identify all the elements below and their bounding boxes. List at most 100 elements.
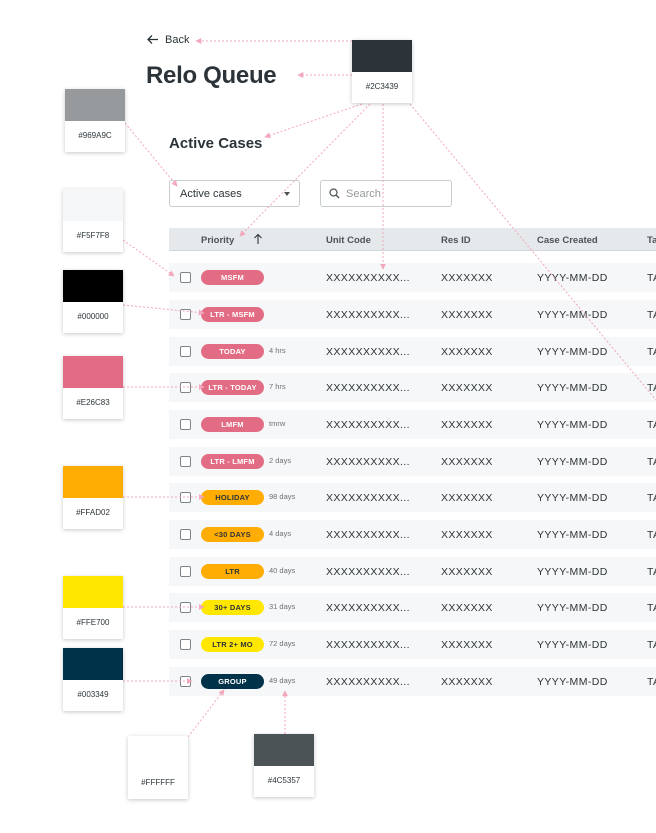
search-box[interactable] <box>320 180 452 207</box>
section-title: Active Cases <box>169 135 263 152</box>
case-created-cell: YYYY-MM-DD <box>537 492 608 504</box>
res-id-cell: XXXXXXX <box>441 602 493 614</box>
priority-badge: LTR 2+ MO <box>201 637 264 652</box>
res-id-cell: XXXXXXX <box>441 382 493 394</box>
res-id-cell: XXXXXXX <box>441 492 493 504</box>
truncated-cell: TA <box>647 419 656 431</box>
row-checkbox[interactable] <box>180 456 191 467</box>
res-id-cell: XXXXXXX <box>441 676 493 688</box>
case-created-cell: YYYY-MM-DD <box>537 419 608 431</box>
back-label: Back <box>165 33 190 46</box>
swatch-chip <box>128 736 188 768</box>
row-checkbox[interactable] <box>180 566 191 577</box>
row-checkbox[interactable] <box>180 309 191 320</box>
row-checkbox[interactable] <box>180 272 191 283</box>
table-row[interactable]: LTR 40 days XXXXXXXXXX... XXXXXXX YYYY-M… <box>169 557 656 586</box>
table-row[interactable]: LTR - TODAY 7 hrs XXXXXXXXXX... XXXXXXX … <box>169 373 656 402</box>
column-header-priority[interactable]: Priority <box>201 235 235 246</box>
case-created-cell: YYYY-MM-DD <box>537 529 608 541</box>
swatch-chip <box>63 648 123 680</box>
row-checkbox[interactable] <box>180 346 191 357</box>
search-input[interactable] <box>346 187 446 200</box>
column-header-case-created[interactable]: Case Created <box>537 235 598 246</box>
search-icon <box>329 188 340 199</box>
truncated-cell: TA <box>647 639 656 651</box>
status-filter-value: Active cases <box>180 187 242 200</box>
row-checkbox[interactable] <box>180 602 191 613</box>
res-id-cell: XXXXXXX <box>441 346 493 358</box>
age-label: 31 days <box>269 602 296 611</box>
color-swatch: #FFFFFF <box>128 736 188 799</box>
swatch-chip <box>63 270 123 302</box>
table-row[interactable]: LTR 2+ MO 72 days XXXXXXXXXX... XXXXXXX … <box>169 630 656 659</box>
age-label: 7 hrs <box>269 382 286 391</box>
unit-code-cell: XXXXXXXXXX... <box>326 419 410 431</box>
row-checkbox[interactable] <box>180 639 191 650</box>
truncated-cell: TA <box>647 492 656 504</box>
color-swatch: #FFE700 <box>63 576 123 639</box>
table-row[interactable]: <30 DAYS 4 days XXXXXXXXXX... XXXXXXX YY… <box>169 520 656 549</box>
truncated-cell: TA <box>647 346 656 358</box>
table-row[interactable]: LTR - LMFM 2 days XXXXXXXXXX... XXXXXXX … <box>169 447 656 476</box>
case-created-cell: YYYY-MM-DD <box>537 382 608 394</box>
row-checkbox[interactable] <box>180 419 191 430</box>
table-row[interactable]: GROUP 49 days XXXXXXXXXX... XXXXXXX YYYY… <box>169 667 656 696</box>
priority-badge: TODAY <box>201 344 264 359</box>
age-label: 40 days <box>269 566 296 575</box>
swatch-chip <box>352 40 412 72</box>
color-swatch: #000000 <box>63 270 123 333</box>
case-created-cell: YYYY-MM-DD <box>537 309 608 321</box>
table-row[interactable]: HOLIDAY 98 days XXXXXXXXXX... XXXXXXX YY… <box>169 483 656 512</box>
page-title: Relo Queue <box>146 62 277 89</box>
case-created-cell: YYYY-MM-DD <box>537 346 608 358</box>
annotation-line <box>124 122 178 187</box>
table-row[interactable]: 30+ DAYS 31 days XXXXXXXXXX... XXXXXXX Y… <box>169 593 656 622</box>
truncated-cell: TA <box>647 529 656 541</box>
row-checkbox[interactable] <box>180 676 191 687</box>
table-row[interactable]: LTR - MSFM XXXXXXXXXX... XXXXXXX YYYY-MM… <box>169 300 656 329</box>
table-row[interactable]: LMFM tmrw XXXXXXXXXX... XXXXXXX YYYY-MM-… <box>169 410 656 439</box>
row-checkbox[interactable] <box>180 382 191 393</box>
sort-arrow-up-icon[interactable] <box>253 233 263 245</box>
swatch-code: #F5F7F8 <box>76 231 110 240</box>
res-id-cell: XXXXXXX <box>441 309 493 321</box>
back-link[interactable]: Back <box>146 33 189 46</box>
unit-code-cell: XXXXXXXXXX... <box>326 309 410 321</box>
case-created-cell: YYYY-MM-DD <box>537 566 608 578</box>
swatch-code: #FFAD02 <box>76 508 110 517</box>
row-checkbox[interactable] <box>180 492 191 503</box>
unit-code-cell: XXXXXXXXXX... <box>326 676 410 688</box>
column-header-unit-code[interactable]: Unit Code <box>326 235 371 246</box>
color-swatch: #F5F7F8 <box>63 189 123 252</box>
unit-code-cell: XXXXXXXXXX... <box>326 492 410 504</box>
row-checkbox[interactable] <box>180 529 191 540</box>
truncated-cell: TA <box>647 676 656 688</box>
unit-code-cell: XXXXXXXXXX... <box>326 529 410 541</box>
truncated-cell: TA <box>647 382 656 394</box>
truncated-cell: TA <box>647 566 656 578</box>
res-id-cell: XXXXXXX <box>441 272 493 284</box>
case-created-cell: YYYY-MM-DD <box>537 602 608 614</box>
swatch-code: #E26C83 <box>76 398 110 407</box>
table-row[interactable]: MSFM XXXXXXXXXX... XXXXXXX YYYY-MM-DD TA <box>169 263 656 292</box>
age-label: tmrw <box>269 419 286 428</box>
res-id-cell: XXXXXXX <box>441 639 493 651</box>
age-label: 2 days <box>269 456 292 465</box>
color-swatch: #2C3439 <box>352 40 412 103</box>
swatch-code: #003349 <box>77 690 109 699</box>
caret-down-icon <box>284 191 290 196</box>
swatch-code: #2C3439 <box>365 82 399 91</box>
table-header: Priority Unit Code Res ID Case Created T… <box>169 228 656 251</box>
swatch-chip <box>254 734 314 766</box>
truncated-cell: TA <box>647 456 656 468</box>
res-id-cell: XXXXXXX <box>441 566 493 578</box>
swatch-chip <box>63 356 123 388</box>
priority-badge: GROUP <box>201 674 264 689</box>
status-filter-select[interactable]: Active cases <box>169 180 300 207</box>
column-header-res-id[interactable]: Res ID <box>441 235 471 246</box>
table-row[interactable]: TODAY 4 hrs XXXXXXXXXX... XXXXXXX YYYY-M… <box>169 337 656 366</box>
annotation-line <box>264 103 363 139</box>
case-created-cell: YYYY-MM-DD <box>537 272 608 284</box>
color-swatch: #003349 <box>63 648 123 711</box>
column-header-truncated[interactable]: Ta <box>647 235 656 246</box>
